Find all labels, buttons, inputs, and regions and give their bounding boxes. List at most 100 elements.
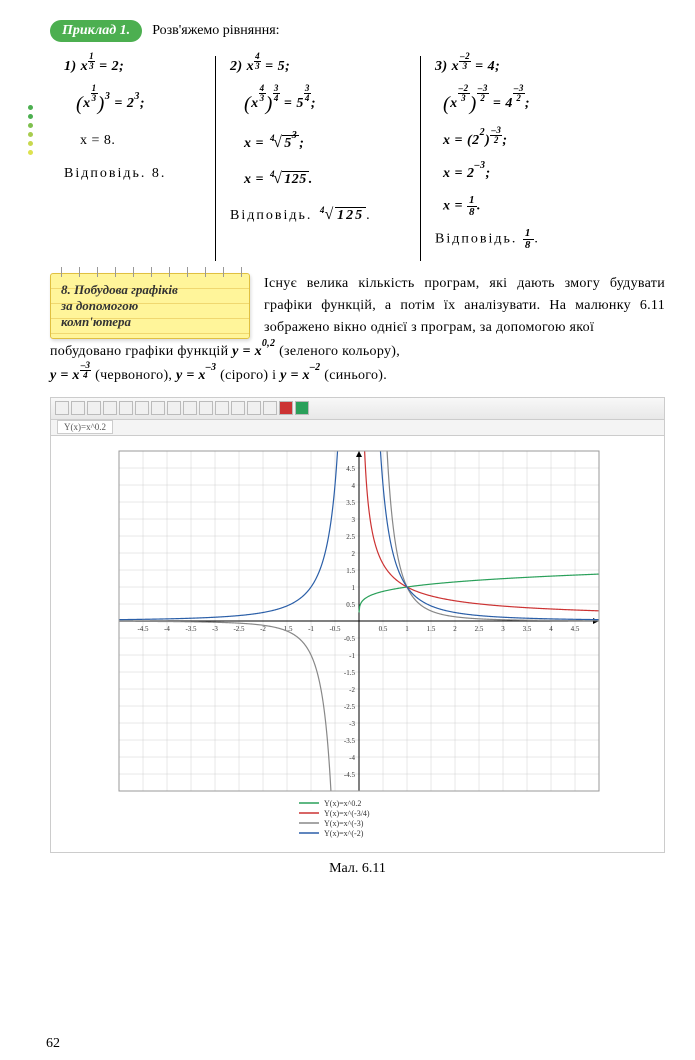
example-col-2: 2) x43 = 5; (x43)34 = 534; x = 4√53; x =… xyxy=(215,56,420,261)
c3-l1-pre: 3) xyxy=(435,59,452,74)
svg-text:-0.5: -0.5 xyxy=(329,625,341,633)
c2-l2-x: x xyxy=(251,97,259,112)
toolbar-button[interactable] xyxy=(135,401,149,415)
p3c: (синього). xyxy=(320,368,387,383)
svg-text:3.5: 3.5 xyxy=(523,625,532,633)
c1-l1-ed: 3 xyxy=(88,62,95,71)
c3-ans-d: 8 xyxy=(523,240,535,251)
example-pill: Приклад 1. xyxy=(50,20,142,42)
sticky-note: 8. Побудова графіків за допомогою комп'ю… xyxy=(50,273,250,339)
c3-l2-in: 2 xyxy=(464,83,469,93)
c2-l4-e: . xyxy=(309,172,313,187)
svg-text:-2: -2 xyxy=(349,686,355,694)
c3-l2-x: x xyxy=(450,97,458,112)
fn4: y = x xyxy=(280,368,310,383)
c2-l1-x: x xyxy=(247,59,255,74)
toolbar-button[interactable] xyxy=(183,401,197,415)
para-3: y = x–34 (червоного), y = x–3 (сірого) і… xyxy=(50,365,665,387)
example-columns: 1) x13 = 2; (x13)3 = 23; x = 8. Відповід… xyxy=(50,56,665,261)
c2-l2-od: 4 xyxy=(273,94,280,103)
note-l2: за допомогою xyxy=(61,298,239,314)
svg-text:0.5: 0.5 xyxy=(379,625,388,633)
c3-l2-r: = 4 xyxy=(489,97,513,112)
toolbar-button[interactable] xyxy=(247,401,261,415)
c3-l3-d: 2 xyxy=(490,136,502,145)
toolbar-button[interactable] xyxy=(151,401,165,415)
fn3s: –3 xyxy=(206,362,217,373)
c2-ans-i: 4 xyxy=(320,205,327,215)
p2b: (зеленого кольору), xyxy=(275,344,400,359)
svg-text:4: 4 xyxy=(352,482,356,490)
toolbar-button[interactable] xyxy=(167,401,181,415)
toolbar-button[interactable] xyxy=(231,401,245,415)
c3-l3-bs: 2 xyxy=(480,127,486,138)
c1-l2-x: x xyxy=(83,97,91,112)
fn2: y = x xyxy=(50,368,80,383)
toolbar-button[interactable] xyxy=(119,401,133,415)
c3-l2-onn: 3 xyxy=(483,83,488,93)
c2-l3-i: 4 xyxy=(270,133,275,143)
chart-svg: -4.5-4-3.5-3-2.5-2-1.5-1-0.50.511.522.53… xyxy=(59,446,619,841)
toolbar-button[interactable] xyxy=(215,401,229,415)
figure-caption: Мал. 6.11 xyxy=(50,861,665,877)
fn4s: –2 xyxy=(310,362,321,373)
svg-text:2: 2 xyxy=(352,550,356,558)
c2-ans-e: . xyxy=(366,208,372,223)
svg-text:-3: -3 xyxy=(349,720,355,728)
svg-text:-2.5: -2.5 xyxy=(233,625,245,633)
c3-l3-n: 3 xyxy=(496,125,501,135)
c2-ans-r: 125 xyxy=(335,207,366,223)
svg-text:Y(x)=x^(-3/4): Y(x)=x^(-3/4) xyxy=(324,809,370,818)
p3b: (сірого) і xyxy=(216,368,280,383)
c3-l1-en: 2 xyxy=(465,51,470,61)
toolbar-button[interactable] xyxy=(199,401,213,415)
svg-text:2.5: 2.5 xyxy=(346,533,355,541)
c3-l5-p: x = xyxy=(443,199,467,214)
svg-text:-1.5: -1.5 xyxy=(344,669,356,677)
c1-l1-post: = 2; xyxy=(95,59,124,74)
fn2d: 4 xyxy=(80,371,92,380)
c2-l1-pre: 2) xyxy=(230,59,247,74)
p2a: побудовано графіки функцій xyxy=(50,344,232,359)
c1-ans-l: Відповідь. xyxy=(64,166,152,181)
svg-text:Y(x)=x^0.2: Y(x)=x^0.2 xyxy=(324,799,361,808)
svg-text:1: 1 xyxy=(405,625,409,633)
toolbar-button[interactable] xyxy=(103,401,117,415)
c1-l2-id: 3 xyxy=(91,94,98,103)
toolbar-button[interactable] xyxy=(55,401,69,415)
toolbar-button[interactable] xyxy=(263,401,277,415)
toolbar-button[interactable] xyxy=(295,401,309,415)
svg-text:3: 3 xyxy=(501,625,505,633)
c2-l3-r: 5 xyxy=(284,136,292,151)
c3-ans-l: Відповідь. xyxy=(435,232,523,247)
svg-text:-1: -1 xyxy=(349,652,355,660)
c2-l3-e: ; xyxy=(299,136,304,151)
note-l3: комп'ютера xyxy=(61,314,239,330)
example-title: Розв'яжемо рівняння: xyxy=(152,23,279,39)
c1-l1-x: x xyxy=(81,59,89,74)
toolbar-button[interactable] xyxy=(71,401,85,415)
toolbar-button[interactable] xyxy=(279,401,293,415)
c3-l2-rd: 2 xyxy=(513,94,525,103)
c3-l4-e: ; xyxy=(485,166,490,181)
chart-tab[interactable]: Y(x)=x^0.2 xyxy=(57,420,113,434)
c3-l3-p: x = (2 xyxy=(443,133,480,148)
example-col-3: 3) x–23 = 4; (x–23)–32 = 4–32; x = (22)–… xyxy=(420,56,665,261)
svg-text:3: 3 xyxy=(352,516,356,524)
toolbar-button[interactable] xyxy=(87,401,101,415)
c3-l5-d: 8 xyxy=(467,207,477,218)
c3-l2-e: ; xyxy=(525,97,530,112)
c2-l2-rd: 4 xyxy=(304,94,311,103)
svg-text:4.5: 4.5 xyxy=(571,625,580,633)
c3-ans-e: . xyxy=(534,232,540,247)
chart-tab-row: Y(x)=x^0.2 xyxy=(51,420,664,436)
c2-l1-ed: 3 xyxy=(254,62,261,71)
note-row: 8. Побудова графіків за допомогою комп'ю… xyxy=(50,273,665,339)
para-2: побудовано графіки функцій y = x0,2 (зел… xyxy=(50,341,665,363)
svg-text:Y(x)=x^(-2): Y(x)=x^(-2) xyxy=(324,829,364,838)
svg-text:-4.5: -4.5 xyxy=(137,625,149,633)
svg-text:4.5: 4.5 xyxy=(346,465,355,473)
c2-l3-rs: 3 xyxy=(292,130,298,141)
c1-l2-r: = 2 xyxy=(110,97,134,112)
c1-l1-pre: 1) xyxy=(64,59,81,74)
